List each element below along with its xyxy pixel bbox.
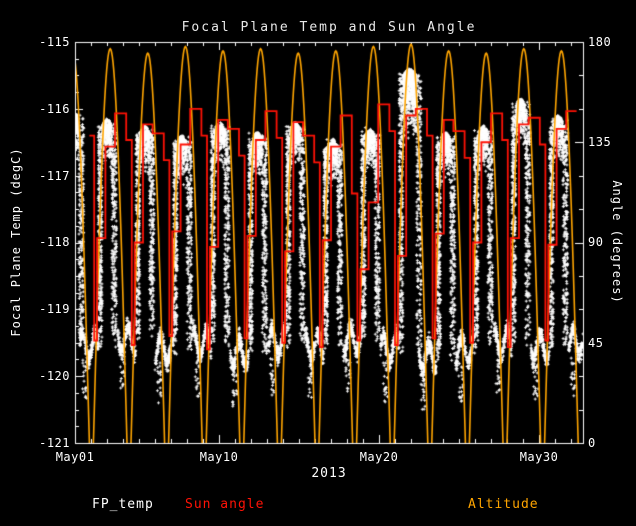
legend-altitude: Altitude	[468, 497, 539, 512]
y-right-tick: 180	[588, 35, 612, 49]
y-left-tick: -118	[39, 235, 70, 249]
y-axis-right-label: Angle (degrees)	[610, 180, 624, 304]
x-tick: May10	[199, 450, 239, 464]
legend-fp-temp: FP_temp	[92, 497, 154, 512]
y-left-tick: -121	[39, 436, 70, 450]
chart-title: Focal Plane Temp and Sun Angle	[181, 20, 477, 35]
y-left-tick: -120	[39, 369, 70, 383]
y-axis-left-label: Focal Plane Temp (degC)	[9, 147, 23, 337]
x-tick: May30	[519, 450, 559, 464]
y-right-tick: 90	[588, 235, 604, 249]
y-left-tick: -119	[39, 302, 70, 316]
y-right-tick: 135	[588, 135, 612, 149]
y-left-tick: -116	[39, 102, 70, 116]
y-right-tick: 0	[588, 436, 596, 450]
x-tick: May01	[55, 450, 95, 464]
y-left-tick: -115	[39, 35, 70, 49]
y-right-tick: 45	[588, 336, 604, 350]
x-tick: May20	[359, 450, 399, 464]
y-left-tick: -117	[39, 169, 70, 183]
legend-sun-angle: Sun angle	[185, 497, 265, 512]
x-axis-year-label: 2013	[311, 466, 347, 481]
